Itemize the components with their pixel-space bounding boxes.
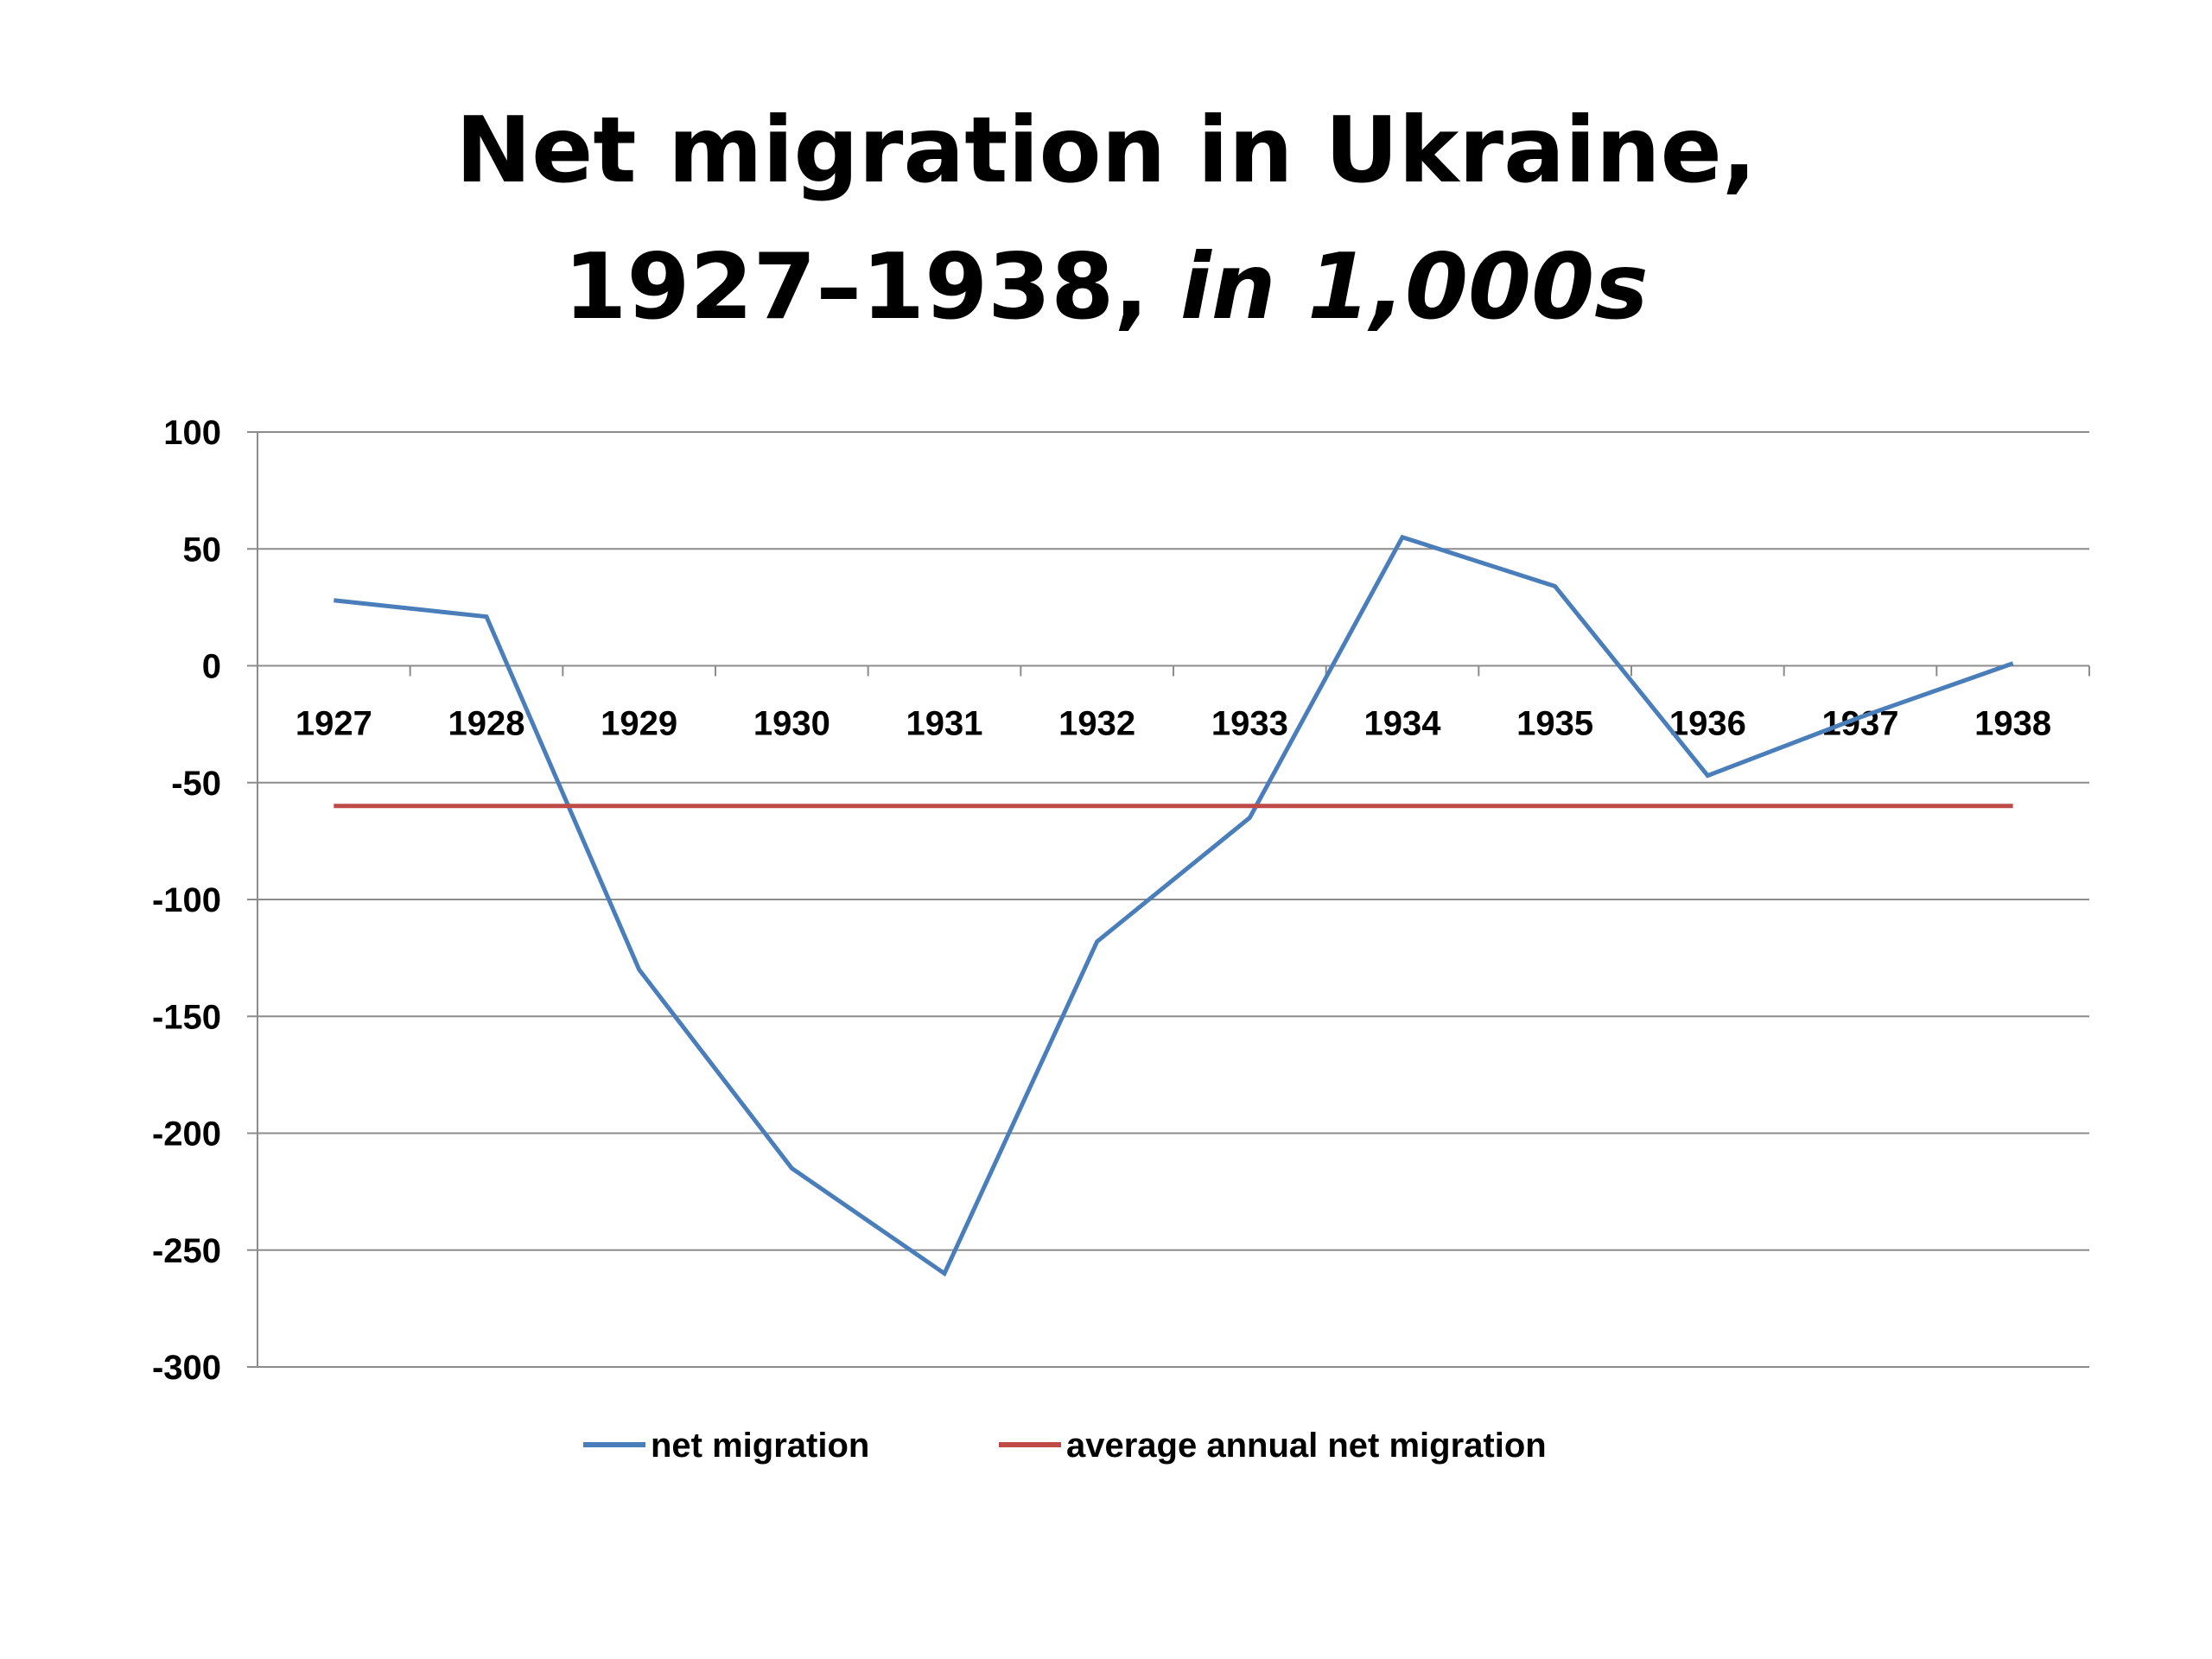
y-tick-label: 0 <box>202 648 221 686</box>
x-tick-label: 1934 <box>1364 705 1442 743</box>
y-tick-labels: 100 50 0 -50 -100 -150 -200 -250 -300 <box>152 414 221 1387</box>
y-tick-label: -150 <box>152 998 221 1036</box>
x-tick-label: 1927 <box>296 705 372 743</box>
y-tick-label: -250 <box>152 1232 221 1270</box>
chart-title-units: in 1,000s <box>1179 234 1649 340</box>
x-tick-label: 1935 <box>1516 705 1593 743</box>
chart-title-line2: 1927–1938, in 1,000s <box>0 219 2212 355</box>
gridlines <box>247 431 2089 1368</box>
chart-title: Net migration in Ukraine, 1927–1938, in … <box>0 82 2212 355</box>
y-tick-label: -300 <box>152 1349 221 1387</box>
x-tick-labels: 1927 1928 1929 1930 1931 1932 1933 1934 1935 1936… <box>296 705 2051 743</box>
axes <box>257 432 2090 1367</box>
x-tick-label: 1932 <box>1058 705 1135 743</box>
x-tick-label: 1931 <box>906 705 983 743</box>
chart-title-line1: Net migration in Ukraine, <box>455 98 1757 203</box>
x-tick-label: 1928 <box>448 705 525 743</box>
x-tick-label: 1936 <box>1669 705 1746 743</box>
y-tick-label: -50 <box>171 765 221 803</box>
y-tick-label: 100 <box>163 414 221 452</box>
x-tick-label: 1930 <box>753 705 830 743</box>
legend-label: average annual net migration <box>1066 1427 1547 1465</box>
x-tick-label: 1937 <box>1822 705 1899 743</box>
chart-title-years: 1927–1938, <box>563 234 1149 340</box>
x-tick-label: 1929 <box>601 705 677 743</box>
x-tick-label: 1938 <box>1974 705 2051 743</box>
legend: net migration average annual net migratio… <box>583 1427 1547 1465</box>
y-tick-label: -200 <box>152 1116 221 1154</box>
x-tick-label: 1933 <box>1211 705 1288 743</box>
legend-label: net migration <box>651 1427 869 1465</box>
series-lines <box>334 534 2014 1277</box>
y-tick-label: -100 <box>152 881 221 919</box>
y-tick-label: 50 <box>183 531 222 569</box>
net-migration-line <box>334 534 2014 1277</box>
